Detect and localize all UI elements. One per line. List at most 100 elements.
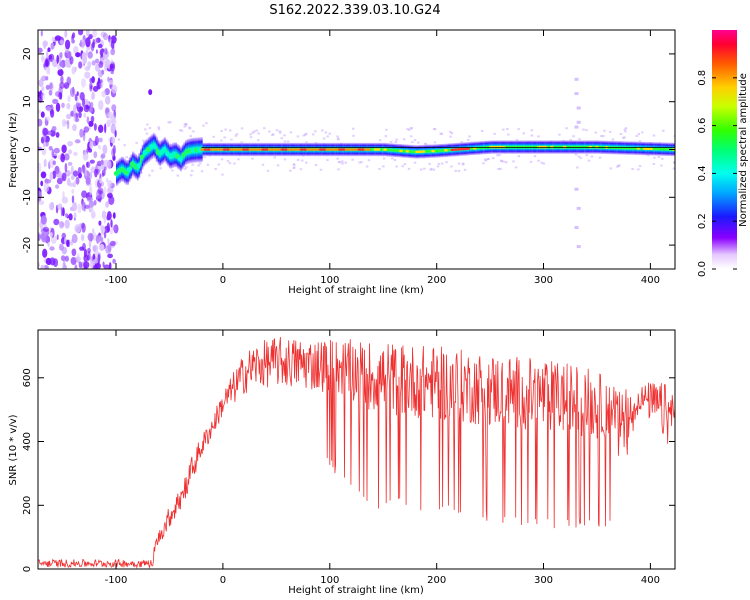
noise-speck <box>352 127 355 130</box>
noise-speck <box>502 160 505 163</box>
noise-blob <box>72 124 77 132</box>
artifact-speck <box>576 106 581 110</box>
noise-speck <box>338 161 341 164</box>
noise-blob <box>97 253 101 264</box>
noise-blob <box>81 201 86 211</box>
band-segment <box>127 160 129 185</box>
noise-speck <box>391 157 394 160</box>
noise-blob <box>110 219 113 228</box>
noise-blob <box>78 261 83 269</box>
noise-blob <box>111 136 116 144</box>
noise-blob <box>58 52 62 63</box>
noise-blob <box>101 210 107 220</box>
noise-blob <box>58 221 65 229</box>
noise-blob <box>91 76 95 84</box>
noise-blob <box>55 132 60 138</box>
noise-blob <box>85 104 89 110</box>
noise-blob <box>53 147 60 154</box>
noise-blob <box>77 252 80 261</box>
noise-blob <box>79 39 82 47</box>
noise-speck <box>522 132 525 135</box>
noise-speck <box>292 163 296 166</box>
noise-blob <box>106 187 111 194</box>
band-core <box>447 148 452 152</box>
noise-blob <box>98 220 102 226</box>
noise-blob <box>41 86 45 92</box>
noise-speck <box>302 134 306 137</box>
noise-speck <box>257 132 260 135</box>
band-core <box>646 147 651 150</box>
noise-speck <box>235 133 239 136</box>
noise-blob <box>64 162 68 173</box>
noise-speck <box>440 162 444 165</box>
noise-speck <box>450 165 453 168</box>
noise-speck <box>661 157 664 160</box>
band-segment <box>136 155 139 181</box>
noise-speck <box>344 161 347 164</box>
noise-blob <box>38 47 43 53</box>
noise-speck <box>608 130 612 133</box>
band-core <box>315 148 321 151</box>
band-core <box>347 148 353 151</box>
y-tick-label: 20 <box>22 48 33 61</box>
noise-blob <box>107 180 113 188</box>
band-segment <box>156 137 158 162</box>
noise-speck <box>457 162 461 165</box>
noise-speck <box>341 162 344 165</box>
noise-blob <box>66 76 72 86</box>
noise-blob <box>41 136 44 144</box>
band-core <box>219 148 224 151</box>
band-core <box>126 167 131 173</box>
artifact-speck <box>574 125 579 129</box>
noise-speck <box>410 127 414 130</box>
band-core <box>296 148 301 151</box>
noise-speck <box>135 141 138 144</box>
band-core <box>139 154 144 160</box>
noise-blob <box>78 172 82 179</box>
noise-speck <box>192 130 195 133</box>
band-core <box>415 150 420 154</box>
noise-speck <box>600 135 603 137</box>
noise-blob <box>98 235 104 244</box>
band-core <box>287 148 292 151</box>
noise-blob <box>86 116 90 124</box>
noise-blob <box>81 78 86 88</box>
band-core <box>431 149 436 153</box>
band-core <box>642 147 648 150</box>
noise-speck <box>403 163 407 165</box>
noise-blob <box>93 123 97 131</box>
noise-blob <box>66 113 72 120</box>
noise-speck <box>542 162 546 165</box>
noise-blob <box>89 82 93 92</box>
noise-speck <box>594 131 597 134</box>
noise-speck <box>273 156 276 159</box>
noise-blob <box>49 246 55 251</box>
noise-speck <box>437 162 441 165</box>
noise-blob <box>106 211 112 221</box>
signal-blob <box>148 89 153 96</box>
colorbar-ticks: 0.0 0.2 0.4 0.6 0.8 <box>697 70 737 277</box>
noise-speck <box>652 134 656 137</box>
band-core <box>338 148 343 151</box>
snr-content <box>38 336 675 569</box>
noise-blob <box>88 239 92 249</box>
x-tick-label: 200 <box>427 275 446 286</box>
noise-speck <box>457 170 461 172</box>
y-tick-label: -10 <box>22 189 33 205</box>
noise-blob <box>77 203 82 214</box>
noise-blob <box>60 206 64 217</box>
band-core <box>408 150 414 153</box>
noise-blob <box>67 141 73 147</box>
noise-blob <box>104 186 107 195</box>
noise-speck <box>249 133 252 136</box>
noise-blob <box>72 32 76 39</box>
noise-blob <box>75 52 81 58</box>
noise-blob <box>64 236 67 245</box>
noise-blob <box>101 172 105 177</box>
noise-speck <box>673 161 675 164</box>
band-core <box>421 150 426 153</box>
noise-speck <box>462 162 465 165</box>
noise-speck <box>319 168 323 171</box>
noise-blob <box>112 155 116 161</box>
